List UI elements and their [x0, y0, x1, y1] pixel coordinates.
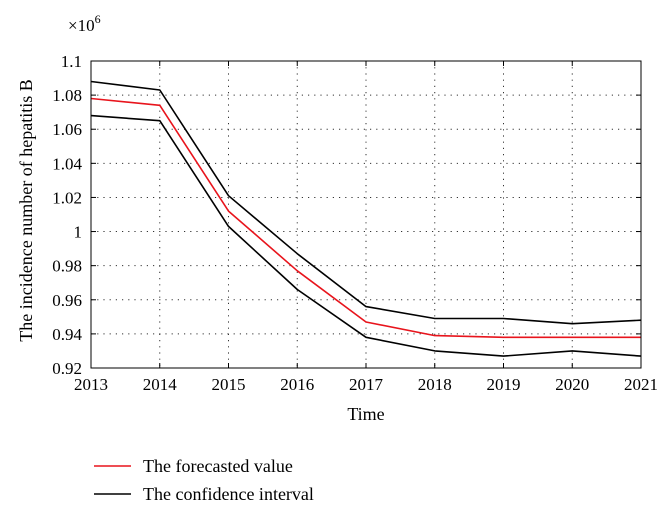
x-tick-label: 2021 — [624, 375, 658, 394]
ticks: 2013 2014 2015 2016 2017 2018 2019 2020 2021 0.92… — [52, 52, 658, 394]
y-axis-title: The incidence number of hepatitis B — [16, 79, 36, 341]
x-tick-label: 2018 — [418, 375, 452, 394]
x-tick-label: 2017 — [349, 375, 384, 394]
x-tick-label: 2014 — [143, 375, 178, 394]
x-tick-label: 2015 — [212, 375, 246, 394]
legend: The forecasted value The confidence inte… — [94, 456, 314, 504]
x-axis-title: Time — [347, 404, 384, 424]
series-the-forecasted-value — [90, 97, 641, 339]
series-lines — [90, 80, 642, 357]
x-tick-label: 2020 — [555, 375, 589, 394]
y-multiplier-base: ×10 — [68, 16, 95, 35]
series-the-confidence-interval — [90, 80, 642, 325]
y-tick-label: 1.06 — [52, 120, 82, 139]
x-tick-label: 2013 — [74, 375, 108, 394]
y-tick-label: 1.02 — [52, 188, 82, 207]
y-tick-label: 1.1 — [61, 52, 82, 71]
y-tick-label: 1.04 — [52, 154, 82, 173]
legend-label-confidence: The confidence interval — [143, 484, 314, 504]
legend-label-forecast: The forecasted value — [143, 456, 293, 476]
y-tick-label: 0.98 — [52, 257, 82, 276]
y-tick-label: 0.92 — [52, 359, 82, 378]
y-multiplier-exponent: 6 — [95, 12, 101, 26]
y-axis-multiplier: ×106 — [68, 12, 101, 35]
y-tick-label: 1.08 — [52, 86, 82, 105]
y-tick-label: 1 — [74, 223, 83, 242]
series-confidence-lower — [90, 114, 642, 357]
x-tick-label: 2019 — [487, 375, 521, 394]
y-tick-label: 0.96 — [52, 291, 82, 310]
x-tick-label: 2016 — [280, 375, 314, 394]
y-tick-label: 0.94 — [52, 325, 82, 344]
